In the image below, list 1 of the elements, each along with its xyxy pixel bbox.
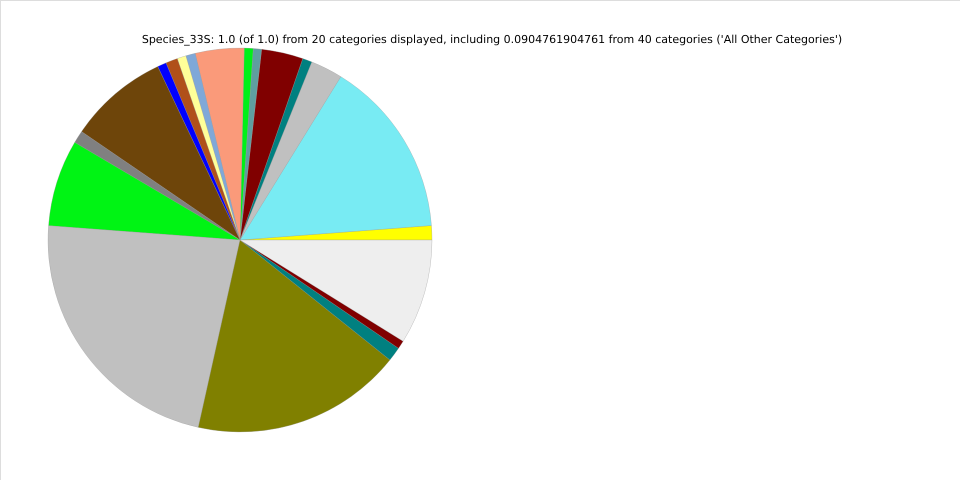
text: Species_33S: 1.0 (of 1.0) from 20 categories displayed, including 0.0904761904761 from 40 categories ('All Other Categories') <box>142 33 842 46</box>
